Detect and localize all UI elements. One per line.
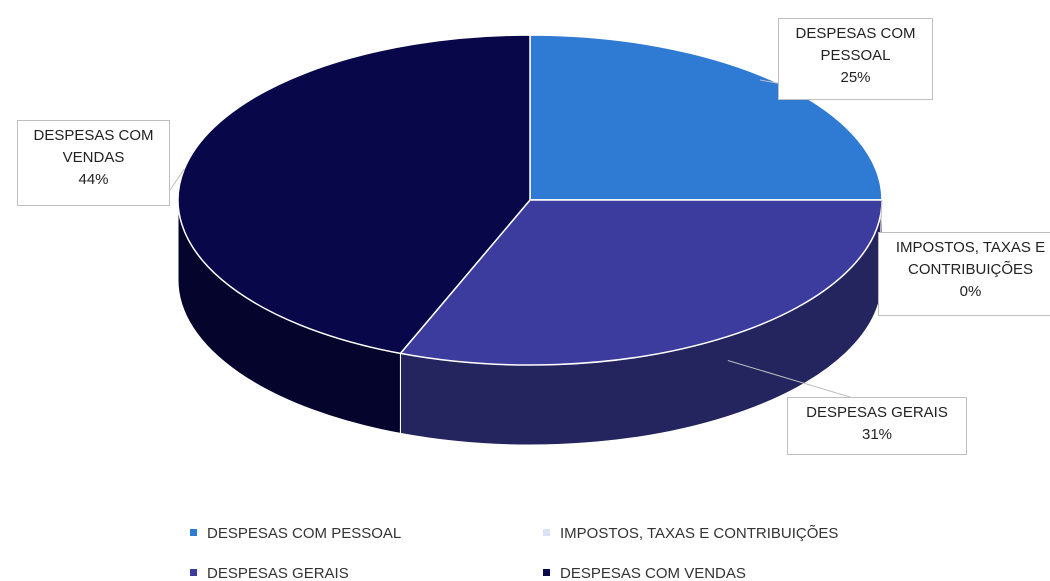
legend-label: DESPESAS COM VENDAS bbox=[560, 565, 746, 581]
legend-swatch bbox=[190, 528, 197, 536]
legend-swatch bbox=[543, 528, 550, 536]
legend-item: DESPESAS COM VENDAS bbox=[543, 565, 746, 581]
data-label-value: 44% bbox=[78, 171, 109, 188]
data-label: DESPESAS GERAIS 31% bbox=[787, 397, 967, 455]
data-label: DESPESAS COM PESSOAL 25% bbox=[778, 18, 933, 100]
data-label-value: 31% bbox=[861, 426, 893, 443]
leader-line bbox=[169, 168, 185, 191]
legend-item: DESPESAS GERAIS bbox=[190, 565, 349, 581]
data-label-value: 0% bbox=[959, 283, 982, 300]
leader-line bbox=[759, 79, 779, 84]
legend-item: DESPESAS COM PESSOAL bbox=[190, 525, 401, 542]
legend-swatch bbox=[543, 568, 550, 576]
slice bbox=[399, 199, 883, 366]
data-label-category: IMPOSTOS, TAXAS E CONTRIBUIÇÕES bbox=[895, 239, 1046, 278]
legend-swatch bbox=[190, 568, 197, 576]
data-label-category: DESPESAS GERAIS bbox=[806, 404, 948, 421]
data-label-category: DESPESAS COM VENDAS bbox=[33, 127, 154, 166]
legend-item: IMPOSTOS, TAXAS E CONTRIBUIÇÕES bbox=[543, 525, 838, 542]
data-label-category: DESPESAS COM PESSOAL bbox=[795, 25, 916, 64]
slice bbox=[177, 34, 531, 355]
legend-label: DESPESAS COM PESSOAL bbox=[207, 525, 402, 542]
data-label: IMPOSTOS, TAXAS E CONTRIBUIÇÕES 0% bbox=[878, 232, 1050, 316]
data-label-value: 25% bbox=[840, 69, 871, 86]
legend-label: IMPOSTOS, TAXAS E CONTRIBUIÇÕES bbox=[560, 525, 839, 542]
data-label: DESPESAS COM VENDAS 44% bbox=[17, 120, 170, 206]
legend-label: DESPESAS GERAIS bbox=[207, 565, 349, 581]
leader-line bbox=[727, 359, 861, 401]
